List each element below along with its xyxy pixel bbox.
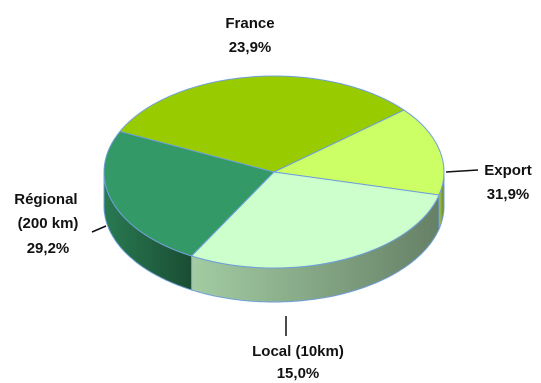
slice-value-local: 15,0% [277, 365, 320, 382]
leader-line-export [445, 169, 479, 173]
slice-value-regional: 29,2% [27, 240, 70, 257]
slice-label-regional-line1: Régional [14, 191, 77, 208]
leader-line-regional [91, 225, 107, 233]
slice-value-france: 23,9% [229, 39, 272, 56]
slice-label-export: Export [484, 162, 532, 179]
slice-value-export: 31,9% [487, 186, 530, 203]
pie-slice-4 [190, 171, 440, 269]
pie-slice-1 [103, 130, 275, 257]
pie-top-faces [103, 75, 445, 269]
slice-label-regional: Régional (200 km) [14, 191, 82, 232]
pie-slice-3 [272, 109, 445, 196]
slice-label-france: France [225, 15, 274, 32]
slice-label-local: Local (10km) [252, 343, 344, 360]
pie-slice-2 [119, 75, 406, 173]
slice-label-regional-line2: (200 km) [18, 215, 79, 232]
